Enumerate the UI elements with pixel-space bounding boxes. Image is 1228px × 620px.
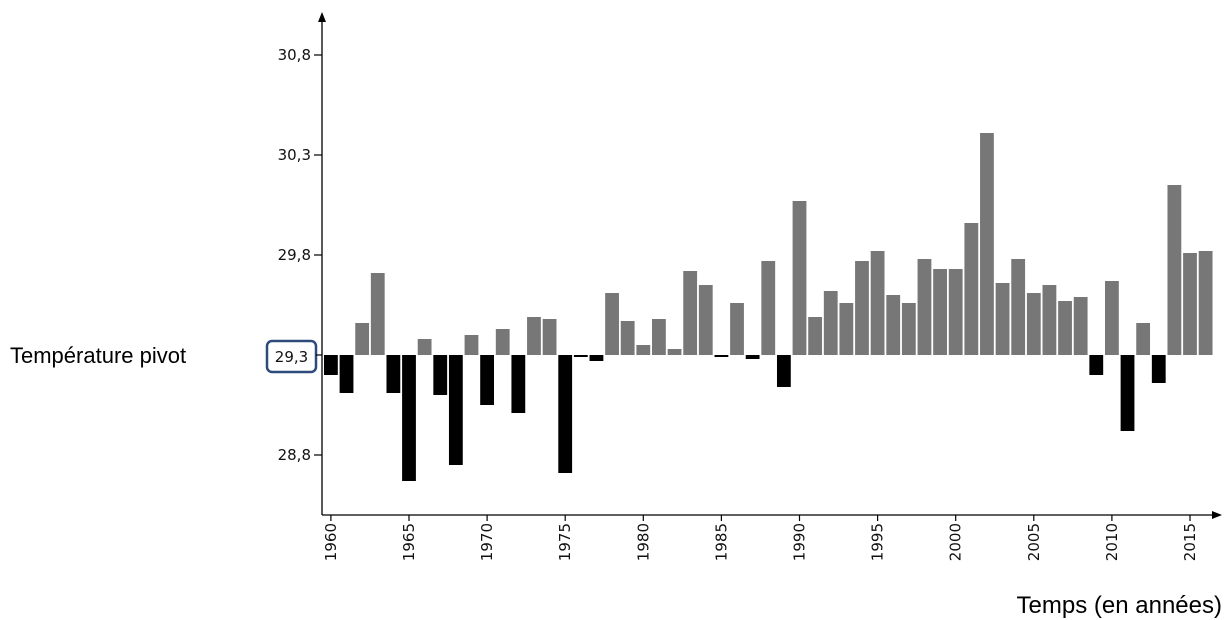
bar-1971 bbox=[495, 329, 510, 355]
bar-1965 bbox=[402, 355, 416, 481]
bar-1988 bbox=[761, 261, 776, 355]
x-tick-label: 1985 bbox=[712, 523, 730, 561]
y-tick-label: 30,3 bbox=[278, 146, 311, 164]
x-ticks-group: 1960 1965 1970 1975 1980 1985 1990 1995 2000 2005… bbox=[322, 515, 1199, 561]
bar-2011 bbox=[1120, 355, 1135, 431]
bar-2001 bbox=[964, 223, 979, 355]
bar-2004 bbox=[1011, 259, 1026, 355]
bar-1961 bbox=[339, 355, 354, 393]
bar-1996 bbox=[886, 295, 901, 355]
bar-2013 bbox=[1151, 355, 1166, 383]
bar-1997 bbox=[901, 303, 916, 355]
bar-1962 bbox=[355, 323, 370, 355]
bar-2005 bbox=[1026, 293, 1041, 355]
bar-1973 bbox=[527, 317, 541, 355]
x-tick-label: 1965 bbox=[400, 523, 418, 561]
bar-1976 bbox=[573, 355, 588, 357]
bar-2007 bbox=[1058, 301, 1072, 355]
bar-1991 bbox=[808, 317, 823, 355]
bar-1979 bbox=[620, 321, 635, 355]
bar-1982 bbox=[667, 349, 682, 355]
y-axis-arrow bbox=[318, 12, 326, 22]
bar-2009 bbox=[1089, 355, 1104, 375]
bar-1992 bbox=[823, 291, 838, 355]
x-tick-label: 1960 bbox=[322, 523, 340, 561]
bar-1960 bbox=[324, 355, 338, 375]
x-tick-label: 1980 bbox=[634, 523, 652, 561]
pivot-tick-label: 29,3 bbox=[275, 348, 308, 366]
x-tick-label: 1970 bbox=[478, 523, 496, 561]
bar-1989 bbox=[776, 355, 791, 387]
y-tick-label: 30,8 bbox=[278, 46, 311, 64]
x-tick-label: 2010 bbox=[1103, 523, 1121, 561]
bar-2000 bbox=[948, 269, 963, 355]
x-tick-label: 1995 bbox=[869, 523, 887, 561]
y-ticks-group: 28,8 29,8 30,3 30,8 bbox=[278, 46, 322, 464]
bar-1983 bbox=[683, 271, 698, 355]
pivot-highlight-box bbox=[265, 339, 318, 374]
x-tick-label: 1975 bbox=[556, 523, 574, 561]
axes-group bbox=[318, 12, 1222, 519]
bar-2016 bbox=[1198, 251, 1213, 355]
bar-1977 bbox=[589, 355, 604, 361]
bar-1980 bbox=[636, 345, 651, 355]
bar-1994 bbox=[855, 261, 869, 355]
y-tick-label: 28,8 bbox=[278, 446, 311, 464]
x-tick-label: 2005 bbox=[1025, 523, 1043, 561]
bar-1975 bbox=[558, 355, 573, 473]
bar-2003 bbox=[995, 283, 1010, 355]
bar-1990 bbox=[792, 201, 807, 355]
bar-1963 bbox=[370, 273, 385, 355]
bar-1998 bbox=[917, 259, 932, 355]
bar-1987 bbox=[745, 355, 760, 359]
pivot-label: Température pivot bbox=[10, 343, 186, 368]
bar-1970 bbox=[480, 355, 494, 405]
bar-1993 bbox=[839, 303, 854, 355]
y-tick-label: 29,8 bbox=[278, 246, 311, 264]
bar-2015 bbox=[1183, 253, 1197, 355]
x-tick-label: 1990 bbox=[791, 523, 809, 561]
x-axis-label: Temps (en années) bbox=[1017, 592, 1222, 619]
bar-1986 bbox=[730, 303, 744, 355]
bar-1981 bbox=[652, 319, 666, 355]
bar-2006 bbox=[1042, 285, 1057, 355]
bar-2014 bbox=[1167, 185, 1182, 355]
bar-2010 bbox=[1105, 281, 1119, 355]
bar-1978 bbox=[605, 293, 619, 355]
bar-1984 bbox=[698, 285, 713, 355]
bar-1974 bbox=[542, 319, 557, 355]
bar-1972 bbox=[511, 355, 526, 413]
bar-1966 bbox=[417, 339, 432, 355]
bar-1964 bbox=[386, 355, 401, 393]
bar-1969 bbox=[464, 335, 479, 355]
bars-group bbox=[324, 133, 1213, 481]
bar-1999 bbox=[933, 269, 947, 355]
x-tick-label: 2015 bbox=[1181, 523, 1199, 561]
bar-1985 bbox=[714, 355, 729, 357]
x-tick-label: 2000 bbox=[947, 523, 965, 561]
x-axis-arrow bbox=[1212, 511, 1222, 519]
bar-1968 bbox=[448, 355, 463, 465]
bar-2002 bbox=[980, 133, 994, 355]
bar-2008 bbox=[1073, 297, 1088, 355]
bar-1967 bbox=[433, 355, 448, 395]
bar-1995 bbox=[870, 251, 885, 355]
bar-2012 bbox=[1136, 323, 1151, 355]
